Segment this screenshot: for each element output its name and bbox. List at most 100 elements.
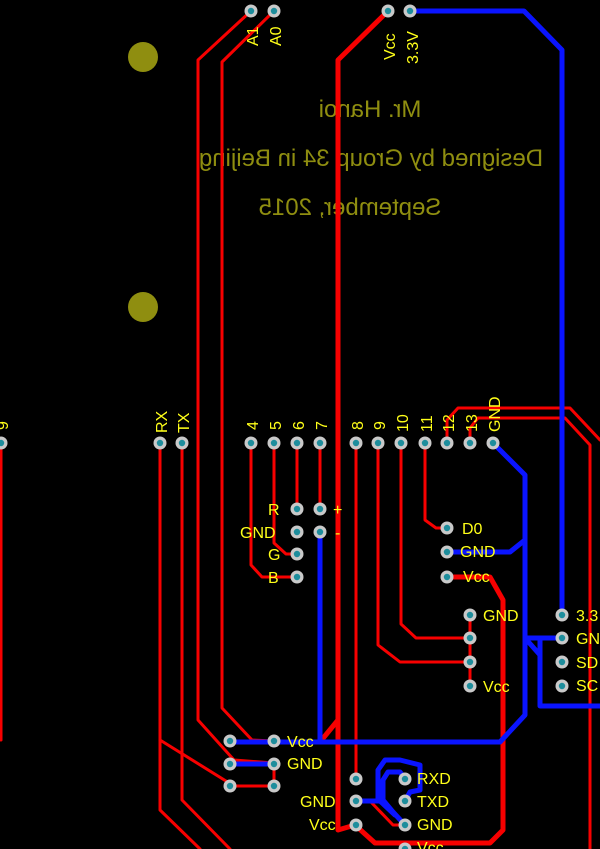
pad xyxy=(403,4,417,18)
trace-vcc-main xyxy=(317,8,506,846)
pad xyxy=(290,570,304,584)
pad xyxy=(153,436,167,450)
pad xyxy=(418,436,432,450)
pad xyxy=(398,772,412,786)
pad xyxy=(0,436,8,450)
label-sensor-d0: D0 xyxy=(462,521,483,538)
pad-hole xyxy=(293,573,301,581)
pad-hole xyxy=(443,548,451,556)
mounting-hole-middle xyxy=(128,292,158,322)
pad-hole xyxy=(406,7,414,15)
label-d12: 12 xyxy=(441,414,458,432)
pad xyxy=(371,436,385,450)
pad-hole xyxy=(293,505,301,513)
pad-hole xyxy=(226,782,234,790)
pad xyxy=(223,757,237,771)
label-i2c-3v3: 3.3 xyxy=(576,608,598,625)
pad xyxy=(290,502,304,516)
pad xyxy=(394,436,408,450)
pad-hole xyxy=(270,7,278,15)
trace-bt-gnd-blue xyxy=(353,798,398,818)
trace-rx xyxy=(158,441,202,849)
pad xyxy=(313,525,327,539)
pad-hole xyxy=(316,505,324,513)
pads-layer xyxy=(0,4,569,849)
pad xyxy=(486,436,500,450)
credit-line-2: Designed by Group 34 in Beijing xyxy=(199,145,543,172)
pad xyxy=(381,4,395,18)
pad xyxy=(349,818,363,832)
label-led-b: B xyxy=(268,570,279,587)
label-bt-vcc: Vcc xyxy=(417,840,444,849)
pad xyxy=(555,679,569,693)
pad-hole xyxy=(247,439,255,447)
pad xyxy=(244,436,258,450)
label-bt-gnd-left: GND xyxy=(300,794,336,811)
pad xyxy=(463,655,477,669)
pad-hole xyxy=(397,439,405,447)
label-i2c-scl: SC xyxy=(576,678,598,695)
label-i2c-gnd: GN xyxy=(576,631,600,648)
pad-hole xyxy=(270,737,278,745)
pad-hole xyxy=(466,682,474,690)
trace-pin13 xyxy=(468,416,592,849)
label-d7: 7 xyxy=(314,421,331,430)
label-bt-rxd: RXD xyxy=(417,771,451,788)
pad xyxy=(440,521,454,535)
pad-hole xyxy=(316,528,324,536)
pad-hole xyxy=(293,550,301,558)
label-d8: 8 xyxy=(350,421,367,430)
pad-hole xyxy=(0,439,5,447)
pad xyxy=(290,547,304,561)
pad xyxy=(223,734,237,748)
labels-layer: A1 A0 Vcc 3.3V 9 RX TX 4 5 6 7 8 9 10 11… xyxy=(0,26,600,849)
credit-line-3: September, 2015 xyxy=(259,194,442,221)
trace-pin10 xyxy=(399,441,472,640)
pad-hole xyxy=(558,634,566,642)
credits-block: Mr. Hanoi Designed by Group 34 in Beijin… xyxy=(199,96,543,221)
pad-hole xyxy=(558,682,566,690)
pad xyxy=(398,818,412,832)
label-power-vcc: Vcc xyxy=(287,734,314,751)
pad xyxy=(244,4,258,18)
pad xyxy=(555,631,569,645)
pad-hole xyxy=(156,439,164,447)
label-edge-9: 9 xyxy=(0,421,12,430)
pad-hole xyxy=(443,573,451,581)
label-led-g: G xyxy=(268,547,280,564)
label-d9: 9 xyxy=(372,421,389,430)
pad xyxy=(440,570,454,584)
pad xyxy=(463,436,477,450)
trace-a1 xyxy=(158,9,276,788)
trace-bt-txd xyxy=(375,757,423,804)
pad-hole xyxy=(443,524,451,532)
pad xyxy=(440,436,454,450)
label-d4: 4 xyxy=(245,421,262,430)
pad xyxy=(463,679,477,693)
credit-line-1: Mr. Hanoi xyxy=(319,96,422,123)
trace-3v3 xyxy=(407,8,565,618)
label-sensor-gnd: GND xyxy=(460,544,496,561)
pad-ring xyxy=(398,842,412,849)
label-d6: 6 xyxy=(291,421,308,430)
pad-hole xyxy=(247,7,255,15)
pad xyxy=(440,545,454,559)
pad xyxy=(267,757,281,771)
pad-hole xyxy=(352,797,360,805)
pad xyxy=(349,794,363,808)
pad xyxy=(267,734,281,748)
pad-hole xyxy=(352,775,360,783)
pad-hole xyxy=(226,737,234,745)
pad xyxy=(555,608,569,622)
pad xyxy=(463,608,477,622)
label-i2c-sda: SD xyxy=(576,655,598,672)
pad-hole xyxy=(293,528,301,536)
pad-hole xyxy=(401,797,409,805)
pad-hole xyxy=(384,7,392,15)
pad-hole xyxy=(489,439,497,447)
label-rx: RX xyxy=(154,410,171,433)
label-d5: 5 xyxy=(268,421,285,430)
pad xyxy=(398,842,412,849)
label-led-gnd: GND xyxy=(240,525,276,542)
